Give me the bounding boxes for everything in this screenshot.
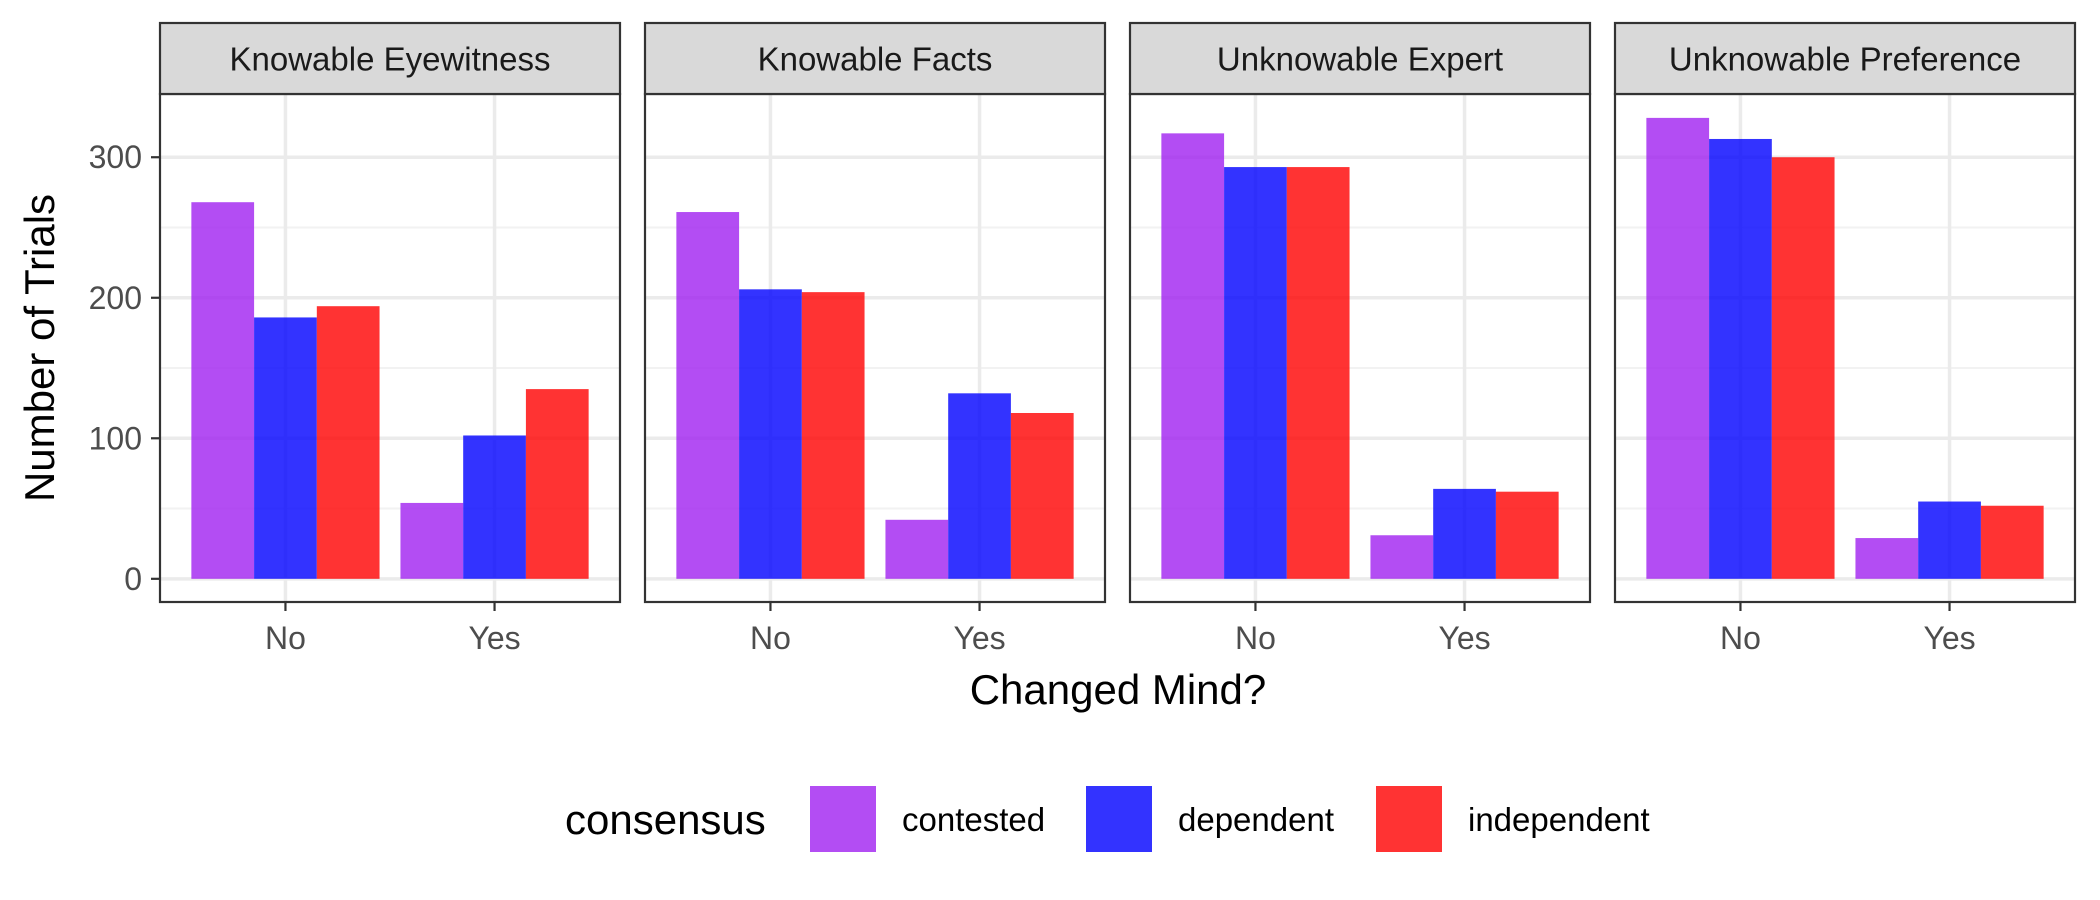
bar-contested-yes xyxy=(885,519,949,579)
y-tick-label: 0 xyxy=(124,561,142,597)
y-tick-label: 300 xyxy=(89,139,142,175)
x-tick-label: Yes xyxy=(953,620,1005,656)
strip-layer: Knowable Eyewitness Knowable Facts Unknowa… xyxy=(158,21,2077,96)
bar-contested-no xyxy=(1646,117,1710,579)
legend-key-dependent xyxy=(1086,786,1152,852)
bar-dependent-no xyxy=(1709,138,1772,579)
x-tick-label: Yes xyxy=(1438,620,1490,656)
bar-independent-no xyxy=(316,306,380,579)
facet-strip xyxy=(1128,21,1592,96)
bar-contested-yes xyxy=(400,502,464,579)
bar-contested-no xyxy=(191,202,255,579)
bar-independent-yes xyxy=(1495,491,1559,579)
bar-dependent-no xyxy=(739,289,802,579)
bar-dependent-yes xyxy=(463,435,526,579)
y-axis: 0 100 200 300 xyxy=(89,139,160,597)
legend-label-independent: independent xyxy=(1468,801,1650,838)
legend-title: consensus xyxy=(565,796,766,843)
x-tick-label: Yes xyxy=(1923,620,1975,656)
bar-independent-yes xyxy=(1980,505,2044,579)
bar-independent-yes xyxy=(1010,412,1074,579)
y-tick-label: 200 xyxy=(89,280,142,316)
legend-key-contested xyxy=(810,786,876,852)
bar-dependent-yes xyxy=(1433,488,1496,579)
bar-independent-no xyxy=(1771,157,1835,579)
legend-key-independent xyxy=(1376,786,1442,852)
facet-label: Knowable Facts xyxy=(758,41,993,78)
x-tick-label: No xyxy=(1720,620,1761,656)
bar-dependent-no xyxy=(1224,167,1287,579)
legend-label-contested: contested xyxy=(902,801,1045,838)
facet-label: Unknowable Preference xyxy=(1669,41,2021,78)
y-axis-title: Number of Trials xyxy=(16,194,63,502)
facet-strip xyxy=(1613,21,2077,96)
facet-strip xyxy=(643,21,1107,96)
x-tick-label: No xyxy=(265,620,306,656)
legend-label-dependent: dependent xyxy=(1178,801,1334,838)
facet-label: Knowable Eyewitness xyxy=(229,41,550,78)
bar-contested-yes xyxy=(1370,535,1434,579)
x-tick-label: Yes xyxy=(468,620,520,656)
x-axis-title: Changed Mind? xyxy=(970,666,1267,713)
facet-label: Unknowable Expert xyxy=(1217,41,1503,78)
legend: consensus contested dependent independent xyxy=(565,786,1650,852)
x-tick-label: No xyxy=(750,620,791,656)
bar-dependent-yes xyxy=(1918,501,1981,579)
x-axis: No Yes No Yes No Yes No Yes xyxy=(265,602,1976,656)
bar-contested-yes xyxy=(1855,538,1919,579)
bar-independent-yes xyxy=(525,389,589,579)
bar-independent-no xyxy=(1286,167,1350,579)
y-tick-label: 100 xyxy=(89,420,142,456)
bar-dependent-no xyxy=(254,317,317,579)
bar-contested-no xyxy=(676,212,740,579)
bar-contested-no xyxy=(1161,133,1225,579)
bar-dependent-yes xyxy=(948,393,1011,579)
bar-independent-no xyxy=(801,292,865,579)
x-tick-label: No xyxy=(1235,620,1276,656)
bars-layer xyxy=(191,117,2044,579)
facet-strip xyxy=(158,21,622,96)
